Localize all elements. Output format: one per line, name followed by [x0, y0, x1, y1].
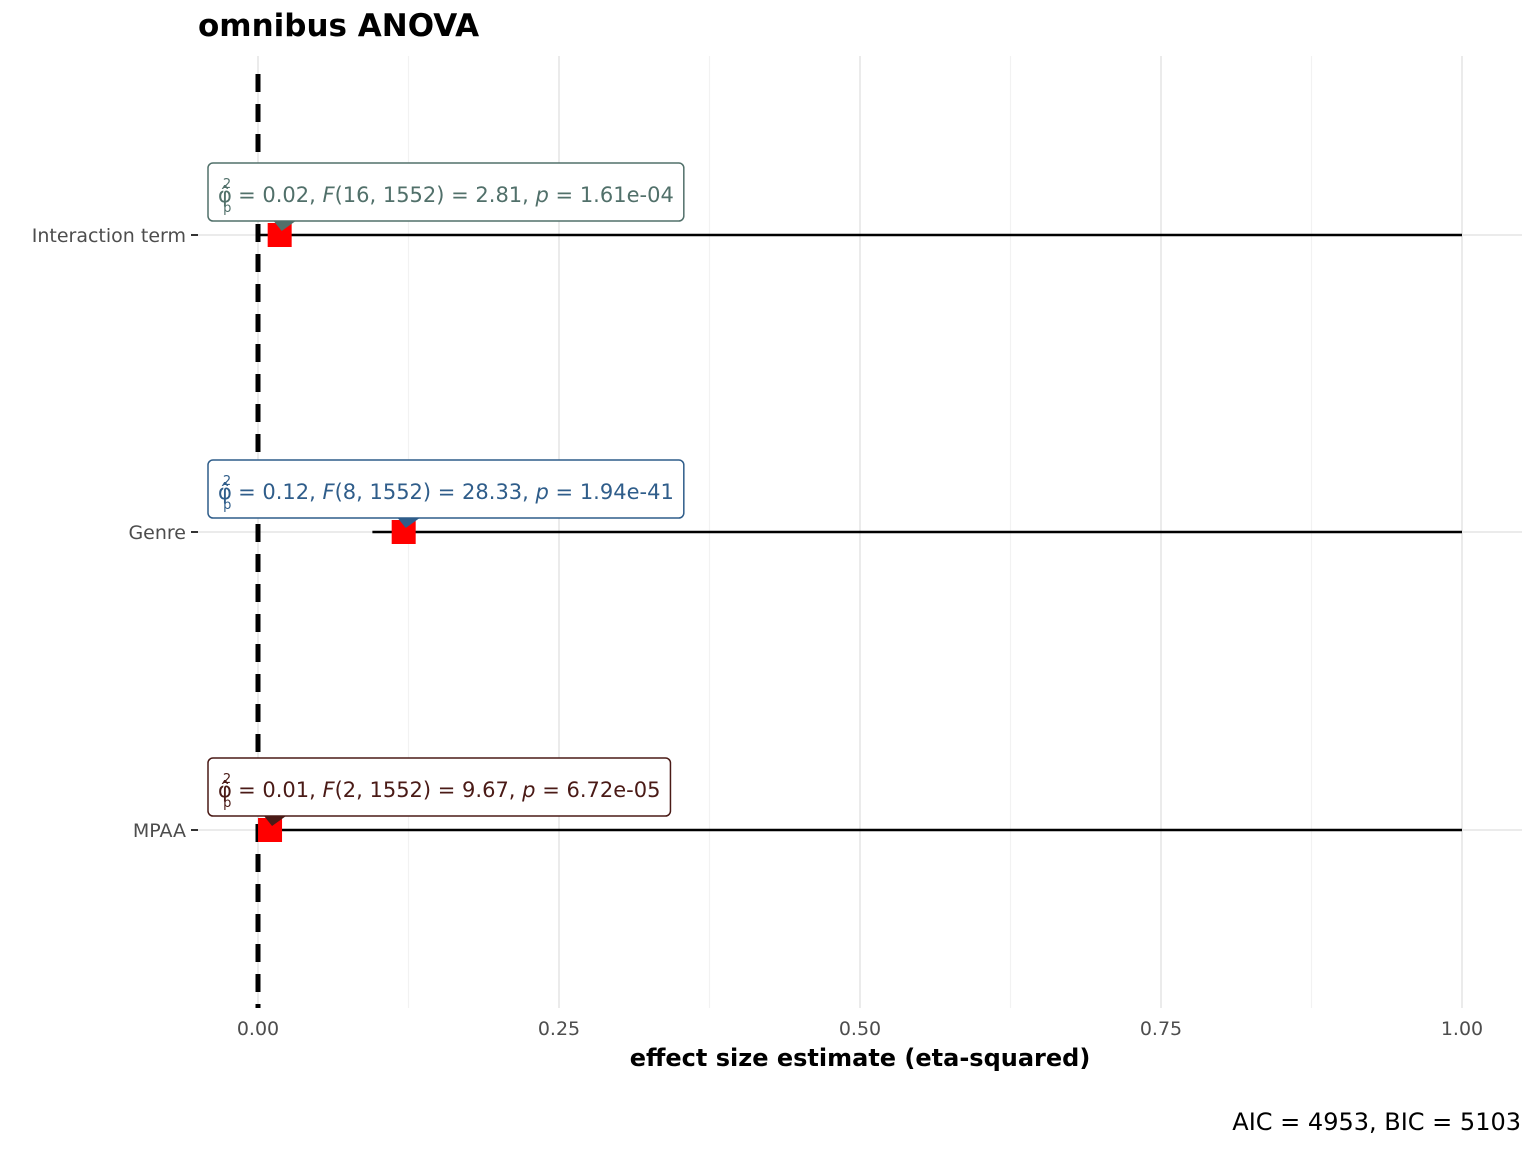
terms-group: φ̂2 p = 0.02, F(16, 1552) = 2.81, p = 1.6…: [207, 162, 1462, 842]
x-tick-label: 0.25: [538, 1018, 580, 1040]
x-tick-label: 0.00: [237, 1018, 279, 1040]
y-axis: Interaction term Genre MPAA: [32, 225, 198, 842]
stat-label-pointer: [397, 518, 420, 528]
y-tick-label: Interaction term: [32, 225, 186, 247]
stat-label-pointer: [273, 221, 296, 231]
stat-label-box: [207, 162, 685, 222]
stat-label-box: [207, 757, 672, 817]
x-axis: 0.00 0.25 0.50 0.75 1.00: [237, 1018, 1483, 1040]
stat-label: φ̂2 p = 0.02, F(16, 1552) = 2.81, p = 1.6…: [207, 162, 685, 231]
x-axis-title: effect size estimate (eta-squared): [630, 1044, 1091, 1072]
stat-label-box: [207, 459, 685, 519]
x-tick-label: 1.00: [1441, 1018, 1483, 1040]
y-tick-label: Genre: [128, 522, 186, 544]
y-tick-label: MPAA: [133, 820, 186, 842]
chart-title: omnibus ANOVA: [198, 8, 479, 44]
stat-label: φ̂2 p = 0.12, F(8, 1552) = 28.33, p = 1.9…: [207, 459, 685, 528]
stat-label-pointer: [264, 816, 287, 826]
stat-label-text: φ̂2 p = 0.12, F(8, 1552) = 28.33, p = 1.9…: [218, 474, 674, 513]
x-tick-label: 0.75: [1140, 1018, 1182, 1040]
stat-label-text: φ̂2 p = 0.02, F(16, 1552) = 2.81, p = 1.6…: [218, 177, 674, 216]
x-tick-label: 0.50: [839, 1018, 881, 1040]
caption: AIC = 4953, BIC = 5103: [1232, 1108, 1521, 1136]
stat-label: φ̂2 p = 0.01, F(2, 1552) = 9.67, p = 6.72…: [207, 757, 672, 826]
stat-label-text: φ̂2 p = 0.01, F(2, 1552) = 9.67, p = 6.72…: [218, 772, 660, 811]
